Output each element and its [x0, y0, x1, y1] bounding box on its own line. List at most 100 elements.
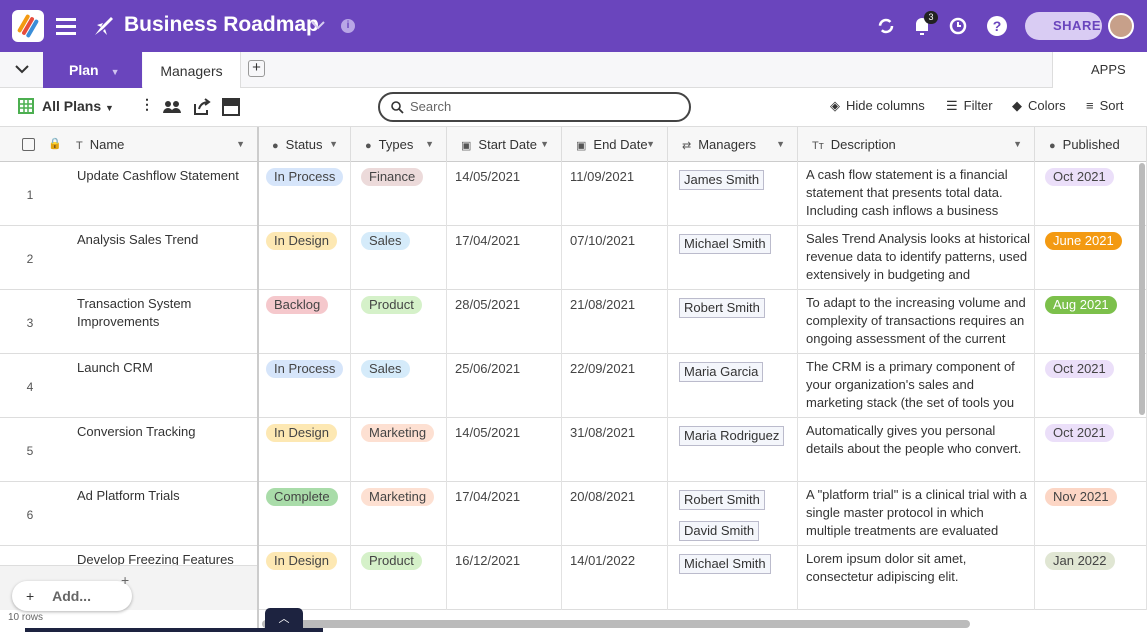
table-row: 3 Transaction System Improvements Backlog P… — [0, 290, 1147, 354]
published-tag: Oct 2021 — [1045, 168, 1114, 186]
cell-border — [350, 482, 351, 546]
search-box[interactable]: Search — [378, 92, 691, 122]
cell-name: Launch CRM — [77, 360, 153, 375]
select-all[interactable] — [22, 138, 35, 151]
filter-button[interactable]: ☰ Filter — [946, 98, 993, 114]
type-tag: Marketing — [361, 488, 435, 506]
column-header[interactable]: ▣ Start Date ▼ — [447, 127, 562, 162]
add-tab[interactable]: + — [248, 60, 265, 77]
bell-icon[interactable] — [912, 15, 934, 37]
cell-end-date: 07/10/2021 — [570, 233, 636, 248]
tab-bar: Plan ▼ Managers + APPS — [0, 52, 1147, 88]
column-caret: ▼ — [329, 139, 338, 149]
lock-icon: 🔒 — [48, 138, 62, 150]
cell-border — [1034, 546, 1035, 610]
cell-end-date: 31/08/2021 — [570, 425, 636, 440]
apps-label: APPS — [1091, 62, 1126, 77]
column-header[interactable]: ● Types ▼ — [351, 127, 447, 162]
status-tag: In Process — [266, 360, 344, 378]
cell-description: The CRM is a primary component of your o… — [806, 359, 1015, 410]
row-number: 3 — [26, 316, 34, 330]
status-tag: In Design — [266, 552, 337, 570]
row-count: 10 rows — [8, 612, 44, 623]
column-caret: ▼ — [776, 139, 785, 149]
apps-button[interactable]: APPS — [1052, 52, 1147, 88]
avatar[interactable] — [1108, 13, 1134, 39]
column-header[interactable]: ▣ End Date ▼ — [562, 127, 668, 162]
table-row: 2 Analysis Sales Trend In Design Sales 17/04… — [0, 226, 1147, 290]
cell-start-date: 28/05/2021 — [455, 297, 521, 312]
column-header[interactable]: ⇄ Managers ▼ — [668, 127, 798, 162]
tab[interactable]: Managers — [143, 52, 241, 88]
horizontal-scrollbar[interactable] — [262, 620, 970, 628]
manager-chip: Robert Smith — [679, 490, 765, 510]
people-icon[interactable] — [163, 100, 181, 114]
column-icon: T — [76, 140, 83, 152]
cell-border — [350, 290, 351, 354]
column-header[interactable]: Tт Description ▼ — [798, 127, 1035, 162]
tab-active[interactable]: Plan ▼ — [43, 52, 142, 88]
manager-chip: Michael Smith — [679, 554, 771, 574]
history-icon[interactable] — [948, 16, 968, 36]
column-caret: ▼ — [540, 139, 549, 149]
column-caret: ▼ — [646, 139, 655, 149]
add-icon[interactable]: + — [121, 572, 130, 588]
tab-label: Managers — [160, 63, 223, 79]
table-row: 4 Launch CRM In Process Sales 25/06/2021 22/0… — [0, 354, 1147, 418]
sort-button[interactable]: ≡ Sort — [1086, 98, 1123, 113]
toolbar: All Plans ▼ ⋮ Search ◈ Hide columns ☰ Filt… — [0, 88, 1147, 127]
cell-end-date: 20/08/2021 — [570, 489, 636, 504]
footer: + Add... + 10 rows — [0, 565, 257, 632]
cell-border — [350, 354, 351, 418]
view-selector[interactable]: All Plans ▼ — [42, 98, 114, 114]
layout-icon[interactable] — [222, 98, 240, 116]
hide-columns-label: Hide columns — [846, 98, 925, 113]
add-row-button[interactable]: + Add... — [12, 581, 132, 611]
column-header[interactable]: ● Published — [1035, 127, 1147, 162]
cell-border — [350, 418, 351, 482]
status-tag: In Design — [266, 424, 337, 442]
column-header[interactable]: T Name ▼ — [62, 127, 258, 162]
column-icon: ● — [1049, 140, 1056, 152]
column-caret: ▼ — [1013, 139, 1022, 149]
filter-icon: ☰ — [946, 98, 958, 113]
cell-border — [667, 162, 668, 226]
cell-description: A "platform trial" is a clinical trial w… — [806, 487, 1027, 538]
collapse-icon[interactable] — [15, 64, 29, 74]
cell-border — [350, 226, 351, 290]
status-tag: In Process — [266, 168, 344, 186]
info-icon[interactable]: i — [341, 19, 355, 33]
share-icon[interactable] — [193, 98, 211, 116]
sync-icon[interactable] — [876, 16, 896, 36]
cell-managers: Maria Rodriguez — [679, 426, 794, 457]
row-number: 4 — [26, 380, 34, 394]
column-label: End Date — [593, 137, 648, 152]
cell-description: To adapt to the increasing volume and co… — [806, 295, 1026, 346]
logo[interactable] — [12, 10, 44, 42]
sort-icon: ≡ — [1086, 98, 1094, 113]
cell-managers: James Smith — [679, 170, 794, 201]
help-icon[interactable]: ? — [987, 16, 1007, 36]
table-body: 1 Update Cashflow Statement In Process Fina… — [0, 162, 1147, 632]
cell-border — [1034, 226, 1035, 290]
hide-columns-button[interactable]: ◈ Hide columns — [830, 98, 925, 114]
cell-border — [561, 162, 562, 226]
column-header[interactable]: ● Status ▼ — [258, 127, 351, 162]
cell-name: Develop Freezing Features — [77, 552, 234, 567]
cell-name: Conversion Tracking — [77, 424, 196, 439]
cell-border — [797, 354, 798, 418]
share-label: SHARE — [1053, 18, 1102, 33]
title-dropdown[interactable] — [311, 20, 325, 30]
vertical-scrollbar[interactable] — [1139, 163, 1145, 415]
row-number: 2 — [26, 252, 34, 266]
menu-icon[interactable] — [56, 16, 78, 36]
cell-end-date: 11/09/2021 — [570, 169, 635, 184]
view-caret: ▼ — [105, 103, 114, 113]
more-icon[interactable]: ⋮ — [140, 96, 154, 112]
column-label: Managers — [698, 137, 757, 152]
column-label: Name — [89, 137, 125, 152]
colors-button[interactable]: ◆ Colors — [1012, 98, 1066, 114]
cell-border — [667, 354, 668, 418]
share-button[interactable]: SHARE — [1025, 12, 1102, 40]
